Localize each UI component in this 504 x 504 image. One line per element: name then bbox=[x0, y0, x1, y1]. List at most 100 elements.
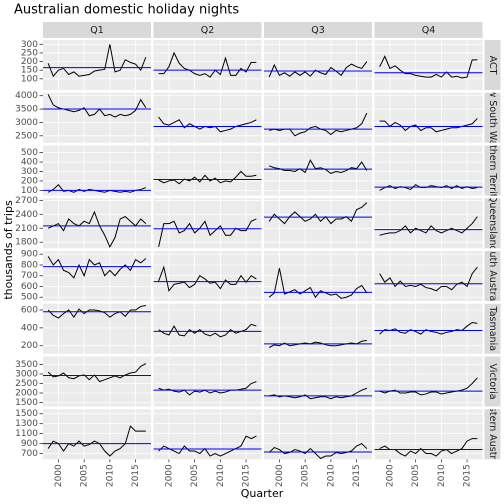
x-tick-label: 2010 bbox=[326, 464, 336, 487]
x-tick-label: 2000 bbox=[385, 464, 395, 487]
panel-background bbox=[264, 40, 372, 90]
row-strip bbox=[484, 356, 501, 407]
y-tick-label: 2400 bbox=[15, 210, 38, 220]
panel-background bbox=[374, 356, 483, 407]
y-tick-label: 700 bbox=[21, 271, 38, 281]
row-strip-group: South Australia bbox=[487, 240, 498, 313]
y-tick-label: 100 bbox=[21, 186, 38, 196]
row-strip bbox=[484, 92, 501, 143]
panel-background bbox=[153, 356, 262, 407]
row-strip bbox=[484, 251, 501, 301]
column-strip-label: Q3 bbox=[311, 25, 325, 36]
panel-background bbox=[374, 92, 483, 143]
series-line bbox=[47, 425, 146, 457]
x-tick-label: 2015 bbox=[131, 464, 141, 487]
chart-title: Australian domestic holiday nights bbox=[14, 3, 239, 18]
x-tick-label: 2005 bbox=[190, 464, 200, 487]
y-tick-label: 700 bbox=[21, 449, 38, 459]
row-strip-label: South Australia bbox=[487, 240, 498, 313]
series-line bbox=[268, 268, 368, 299]
y-tick-label: 100 bbox=[21, 74, 38, 84]
row-strip-label: Tasmania bbox=[487, 305, 498, 351]
panel-background bbox=[43, 303, 151, 354]
series-line bbox=[47, 256, 147, 279]
y-tick-label: 1500 bbox=[15, 398, 38, 408]
panel-background bbox=[264, 92, 372, 143]
column-strip-label: Q4 bbox=[422, 25, 436, 36]
y-tick-label: 1800 bbox=[15, 238, 38, 248]
y-tick-label: 500 bbox=[21, 148, 38, 158]
row-strip-label: Queensland bbox=[487, 195, 498, 252]
row-strip-label: New South Wales bbox=[487, 77, 498, 159]
row-strip bbox=[484, 303, 501, 354]
series-line bbox=[47, 44, 147, 78]
series-line bbox=[158, 51, 257, 78]
y-tick-label: 150 bbox=[21, 66, 38, 76]
panel-background bbox=[43, 40, 151, 90]
panel-background bbox=[264, 145, 372, 196]
column-strip bbox=[264, 22, 372, 38]
x-tick-label: 2000 bbox=[164, 464, 174, 487]
x-tick-label: 2010 bbox=[216, 464, 226, 487]
y-tick-label: 300 bbox=[21, 167, 38, 177]
panel-background bbox=[43, 145, 151, 196]
panel-background bbox=[153, 198, 262, 249]
y-tick-label: 600 bbox=[21, 282, 38, 292]
y-tick-label: 3500 bbox=[15, 105, 38, 115]
series-line bbox=[268, 159, 368, 174]
y-tick-label: 400 bbox=[21, 323, 38, 333]
y-tick-label: 200 bbox=[21, 57, 38, 67]
row-strip-group: ACT bbox=[487, 56, 498, 75]
y-tick-label: 900 bbox=[21, 250, 38, 260]
panel-background bbox=[374, 303, 483, 354]
row-strip-group: Queensland bbox=[487, 195, 498, 252]
panel-background bbox=[264, 356, 372, 407]
series-line bbox=[379, 438, 478, 457]
y-tick-label: 200 bbox=[21, 341, 38, 351]
panel-background bbox=[153, 409, 262, 460]
panel-background bbox=[374, 198, 483, 249]
y-tick-label: 4000 bbox=[15, 91, 38, 101]
y-tick-label: 1300 bbox=[15, 419, 38, 429]
y-tick-label: 300 bbox=[21, 40, 38, 50]
y-tick-label: 200 bbox=[21, 176, 38, 186]
row-strip bbox=[484, 145, 501, 196]
x-axis-title: Quarter bbox=[241, 487, 284, 500]
column-strip-label: Q1 bbox=[90, 25, 104, 36]
x-tick-label: 2000 bbox=[275, 464, 285, 487]
series-line bbox=[379, 55, 478, 79]
series-line bbox=[158, 116, 257, 133]
row-strip-group: Northern Territory bbox=[487, 146, 498, 196]
row-strip-group: Victoria bbox=[487, 363, 498, 399]
series-line bbox=[158, 435, 257, 457]
series-line bbox=[158, 381, 257, 396]
x-tick-label: 2005 bbox=[301, 464, 311, 487]
series-line bbox=[379, 266, 478, 292]
y-tick-label: 250 bbox=[21, 48, 38, 58]
x-tick-label: 2005 bbox=[80, 464, 90, 487]
y-tick-label: 800 bbox=[21, 260, 38, 270]
y-tick-label: 500 bbox=[21, 293, 38, 303]
y-tick-label: 900 bbox=[21, 439, 38, 449]
panel-background bbox=[43, 198, 151, 249]
y-tick-label: 2100 bbox=[15, 224, 38, 234]
series-line bbox=[268, 202, 368, 225]
series-line bbox=[47, 210, 147, 248]
row-strip-label: ACT bbox=[487, 56, 498, 75]
y-tick-label: 2500 bbox=[15, 131, 38, 141]
column-strip bbox=[153, 22, 262, 38]
column-strip bbox=[374, 22, 483, 38]
panel-background bbox=[153, 303, 262, 354]
panel-background bbox=[374, 145, 483, 196]
x-tick-label: 2000 bbox=[54, 464, 64, 487]
panel-background bbox=[374, 40, 483, 90]
y-tick-label: 600 bbox=[21, 306, 38, 316]
x-tick-label: 2005 bbox=[411, 464, 421, 487]
y-tick-label: 2700 bbox=[15, 196, 38, 206]
series-line bbox=[47, 305, 146, 319]
column-strip-label: Q2 bbox=[201, 25, 215, 36]
panel-background bbox=[153, 145, 262, 196]
panel-background bbox=[153, 40, 262, 90]
row-strip-group: New South Wales bbox=[487, 77, 498, 159]
panel-background bbox=[374, 409, 483, 460]
